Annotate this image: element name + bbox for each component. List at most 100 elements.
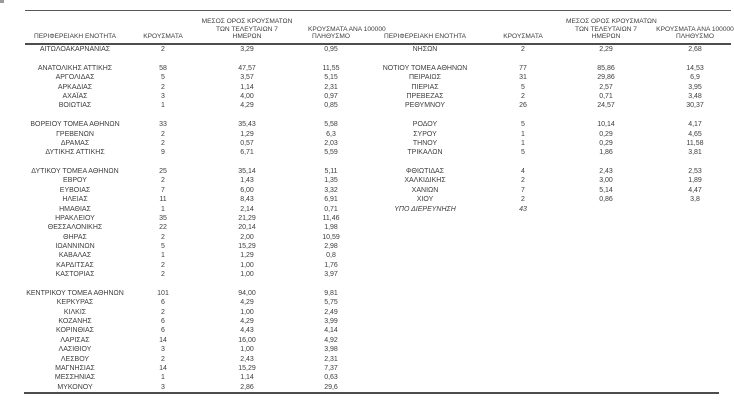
- cell-cases: 2: [161, 261, 165, 269]
- cell-region: ΛΑΡΙΣΑΣ: [60, 336, 90, 344]
- cell-region: ΘΗΡΑΣ: [63, 233, 87, 241]
- cell-cases: 5: [161, 74, 165, 82]
- cell-avg7: 1,86: [599, 149, 613, 157]
- cell-per100k: 3,95: [688, 83, 702, 91]
- cell-cases: 2: [161, 130, 165, 138]
- cell-cases: 2: [521, 93, 525, 101]
- cell-avg7: 2,00: [240, 233, 254, 241]
- cell-avg7: 16,00: [238, 336, 256, 344]
- cell-per100k: 2,98: [324, 243, 338, 251]
- table-header-divider: [25, 43, 731, 45]
- cell-avg7: 4,29: [240, 318, 254, 326]
- cell-per100k: 3,8: [690, 196, 700, 204]
- cell-avg7: 15,29: [238, 364, 256, 372]
- cell-avg7: 1,29: [240, 252, 254, 260]
- cell-cases: 1: [161, 205, 165, 213]
- column-header-per100k-line2: ΠΛΗΘΥΣΜΟ: [312, 33, 350, 41]
- cell-region: ΚΑΣΤΟΡΙΑΣ: [55, 271, 95, 279]
- cell-region: ΕΒΡΟΥ: [63, 177, 87, 185]
- cell-cases: 31: [519, 74, 527, 82]
- cell-avg7: 1,00: [240, 346, 254, 354]
- cell-cases: 101: [157, 289, 169, 297]
- left-table-body: ΑΙΤΩΛΟΑΚΑΡΝΑΝΙΑΣ 2 3,29 0,95 ΑΝΑΤΟΛΙΚΗΣ ΑΤΤΙ…: [10, 45, 354, 392]
- cell-cases: 2: [161, 83, 165, 91]
- cell-cases: 1: [521, 130, 525, 138]
- cell-avg7: 20,14: [238, 224, 256, 232]
- cell-avg7: 3,29: [240, 46, 254, 54]
- cell-cases: 4: [521, 168, 525, 176]
- column-header-region: ΠΕΡΙΦΕΡΕΙΑΚΗ ΕΝΟΤΗΤΑ: [33, 33, 117, 41]
- cell-cases: 77: [519, 64, 527, 72]
- column-header-per100k: ΚΡΟΥΣΜΑΤΑ ΑΝΑ 100000 ΠΛΗΘΥΣΜΟ: [646, 26, 734, 43]
- cell-per100k: 2,31: [324, 83, 338, 91]
- cell-avg7: 2,57: [599, 83, 613, 91]
- cell-region: ΚΟΖΑΝΗΣ: [58, 318, 92, 326]
- cell-per100k: 3,81: [688, 149, 702, 157]
- cell-per100k: 3,48: [688, 93, 702, 101]
- cell-cases: 2: [521, 177, 525, 185]
- cell-per100k: 3,97: [324, 271, 338, 279]
- cell-cases: 3: [161, 93, 165, 101]
- cell-region: ΚΕΡΚΥΡΑΣ: [56, 299, 94, 307]
- cell-avg7: 2,43: [599, 168, 613, 176]
- cell-per100k: 6,9: [690, 74, 700, 82]
- cell-cases: 14: [159, 336, 167, 344]
- cell-cases: 2: [161, 177, 165, 185]
- cell-per100k: 2,68: [688, 46, 702, 54]
- cell-cases: 2: [161, 46, 165, 54]
- cell-per100k: 2,03: [324, 139, 338, 147]
- cell-cases: 35: [159, 214, 167, 222]
- crop-artifact-mark: [0, 0, 4, 3]
- spacer-row: [370, 111, 734, 120]
- cell-avg7: 1,14: [240, 83, 254, 91]
- cell-region: ΗΛΕΙΑΣ: [62, 196, 88, 204]
- cell-cases: 2: [161, 139, 165, 147]
- cell-avg7: 2,43: [240, 355, 254, 363]
- right-table-header: ΠΕΡΙΦΕΡΕΙΑΚΗ ΕΝΟΤΗΤΑ ΚΡΟΥΣΜΑΤΑ ΜΕΣΟΣ ΟΡΟ…: [370, 10, 734, 43]
- cell-avg7: 1,43: [240, 177, 254, 185]
- cell-region: ΣΥΡΟΥ: [413, 130, 437, 138]
- cell-per100k: 0,71: [324, 205, 338, 213]
- cell-cases: 5: [521, 83, 525, 91]
- cell-region: ΔΡΑΜΑΣ: [60, 139, 90, 147]
- spacer-row: [10, 158, 354, 167]
- cell-avg7: 1,00: [240, 271, 254, 279]
- cell-per100k: 11,55: [322, 64, 340, 72]
- cell-cases: 2: [521, 196, 525, 204]
- cell-avg7: 85,86: [597, 64, 615, 72]
- cell-per100k: 2,49: [324, 308, 338, 316]
- cell-cases: 33: [159, 121, 167, 129]
- cell-avg7: 4,29: [240, 299, 254, 307]
- cell-per100k: 5,58: [324, 121, 338, 129]
- cell-region: ΚΙΛΚΙΣ: [63, 308, 87, 316]
- cell-per100k: 11,58: [686, 139, 704, 147]
- cell-cases: 2: [161, 308, 165, 316]
- cell-avg7: 0,71: [599, 93, 613, 101]
- cell-region: ΠΙΕΡΙΑΣ: [411, 83, 439, 91]
- cell-cases: 9: [161, 149, 165, 157]
- cell-avg7: 94,00: [238, 289, 256, 297]
- cell-region: ΠΡΕΒΕΖΑΣ: [406, 93, 444, 101]
- column-header-avg7-line1: ΜΕΣΟΣ ΟΡΟΣ ΚΡΟΥΣΜΑΤΩΝ: [201, 17, 293, 25]
- cell-per100k: 0,63: [324, 374, 338, 382]
- column-header-avg7-line3: ΗΜΕΡΩΝ: [232, 33, 262, 41]
- cell-region: ΧΑΝΙΩΝ: [411, 186, 439, 194]
- cell-per100k: 3,32: [324, 186, 338, 194]
- cell-cases: 6: [161, 299, 165, 307]
- cell-cases: 22: [159, 224, 167, 232]
- cell-region: ΗΡΑΚΛΕΙΟΥ: [55, 214, 95, 222]
- cell-avg7: 4,00: [240, 93, 254, 101]
- column-header-per100k-line2: ΠΛΗΘΥΣΜΟ: [676, 33, 714, 41]
- column-header-avg7-line1: ΜΕΣΟΣ ΟΡΟΣ ΚΡΟΥΣΜΑΤΩΝ: [566, 17, 657, 25]
- cell-cases: 5: [521, 121, 525, 129]
- cell-region: ΛΑΣΙΘΙΟΥ: [58, 346, 92, 354]
- cell-region: ΜΕΣΣΗΝΙΑΣ: [54, 374, 96, 382]
- cell-cases: 5: [161, 243, 165, 251]
- cell-region: ΝΗΣΩΝ: [412, 46, 438, 54]
- cell-per100k: 7,37: [324, 364, 338, 372]
- column-header-avg7-line2: ΤΩΝ ΤΕΛΕΥΤΑΙΩΝ 7: [575, 25, 637, 33]
- cell-region: ΑΙΤΩΛΟΑΚΑΡΝΑΝΙΑΣ: [39, 46, 111, 54]
- cell-cases: 11: [159, 196, 167, 204]
- cell-per100k: 4,17: [688, 121, 702, 129]
- cell-region: ΚΑΡΔΙΤΣΑΣ: [56, 261, 94, 269]
